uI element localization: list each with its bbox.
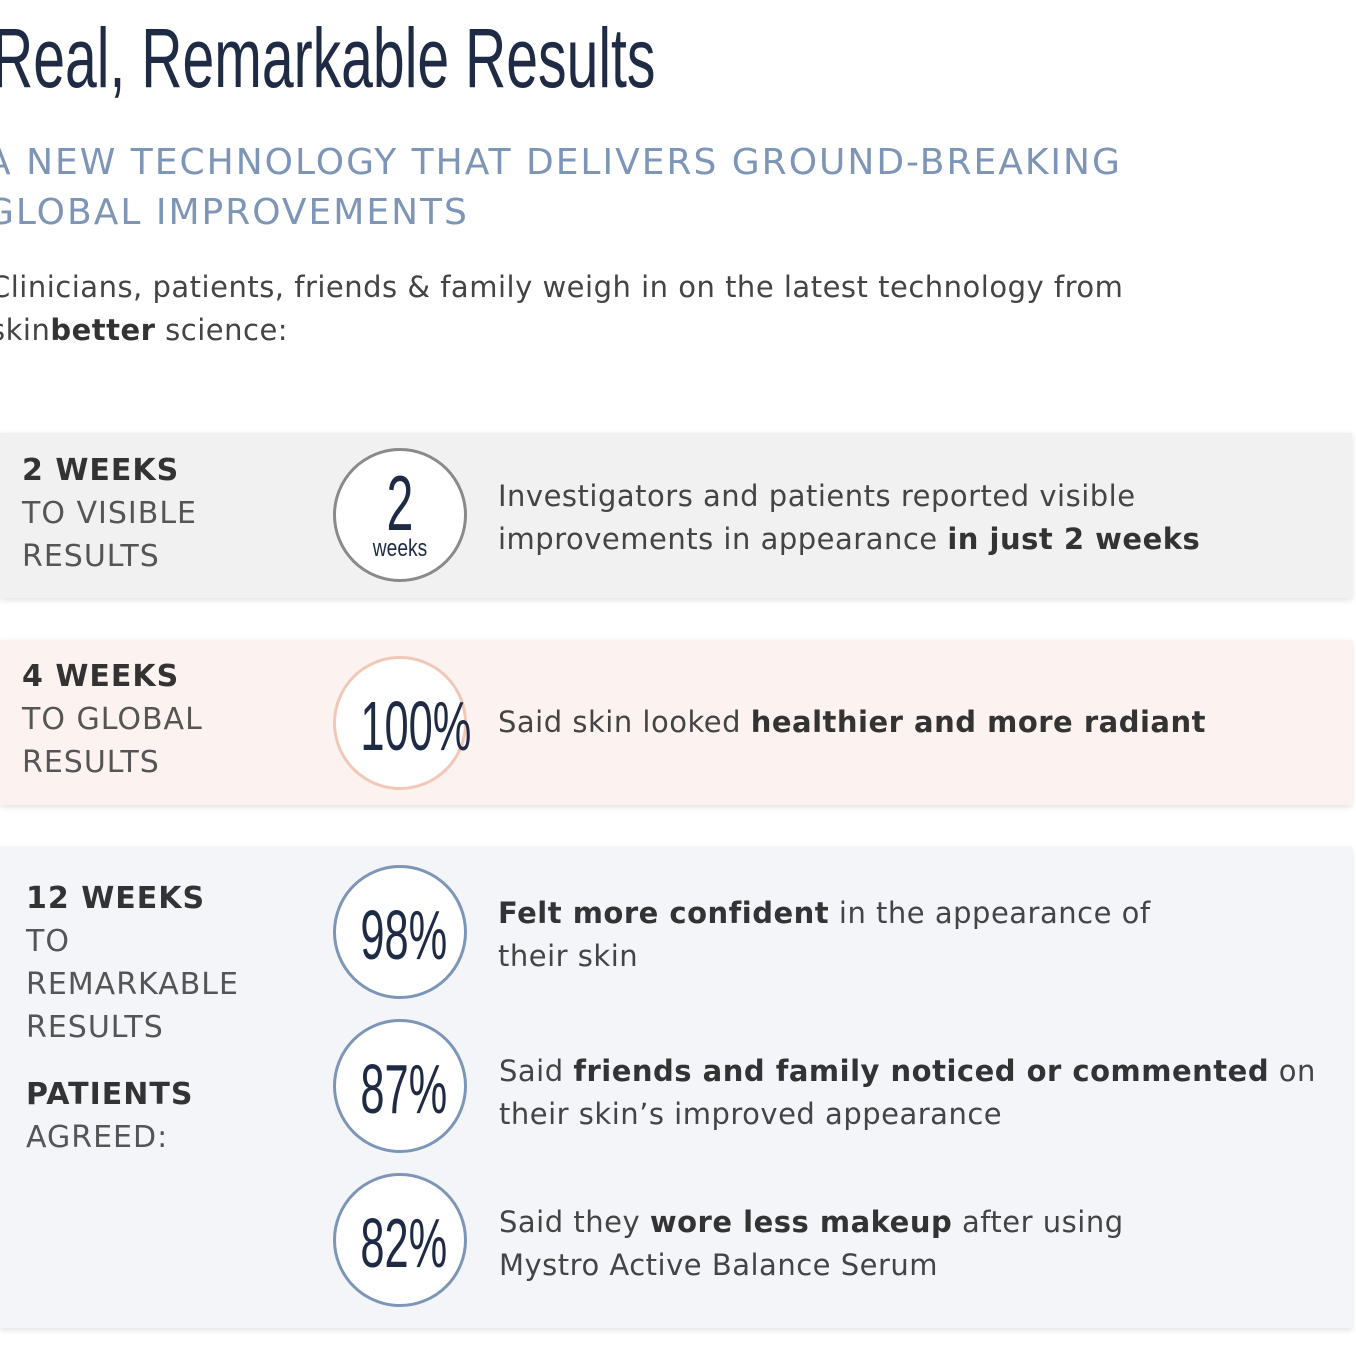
row-text: Said skin looked healthier and more radi… bbox=[498, 701, 1338, 744]
text: Said bbox=[499, 1054, 574, 1088]
intro-text: Clinicians, patients, friends & family w… bbox=[0, 270, 1124, 304]
badge-number: 98% bbox=[360, 896, 448, 974]
row-text: Said friends and family noticed or comme… bbox=[499, 1050, 1319, 1136]
badge-number: 82% bbox=[360, 1204, 448, 1282]
badge-unit: weeks bbox=[372, 535, 428, 562]
label-line: AGREED: bbox=[26, 1120, 169, 1155]
row-box bbox=[0, 640, 1352, 805]
label-line: 4 WEEKS bbox=[22, 659, 180, 694]
text: Said skin looked bbox=[498, 705, 751, 739]
row-label: PATIENTS AGREED: bbox=[26, 1073, 193, 1159]
label-line: RESULTS bbox=[26, 1010, 164, 1045]
label-line: TO bbox=[26, 924, 70, 959]
label-line: TO GLOBAL bbox=[22, 702, 203, 737]
label-line: 12 WEEKS bbox=[26, 881, 206, 916]
badge-number: 100% bbox=[360, 687, 472, 765]
row-label: 2 WEEKS TO VISIBLE RESULTS bbox=[22, 449, 197, 578]
subtitle: GLOBAL IMPROVEMENTS bbox=[0, 192, 469, 233]
label-line: TO VISIBLE bbox=[22, 496, 197, 531]
text: on their skin’s improved appearance bbox=[499, 1054, 1316, 1131]
row-box bbox=[0, 433, 1352, 598]
intro-text: science: bbox=[155, 313, 289, 347]
badge: 2 weeks bbox=[333, 448, 467, 582]
label-line: REMARKABLE bbox=[26, 967, 239, 1002]
text-bold: healthier and more radiant bbox=[750, 705, 1206, 739]
intro-text: skin bbox=[0, 313, 51, 347]
text-bold: in just 2 weeks bbox=[947, 522, 1201, 556]
badge: 87% bbox=[333, 1019, 467, 1153]
row-box bbox=[0, 847, 1352, 1328]
row-text: Investigators and patients reported visi… bbox=[498, 475, 1258, 561]
text-bold: friends and family noticed or commented bbox=[573, 1054, 1270, 1088]
row-label: 4 WEEKS TO GLOBAL RESULTS bbox=[22, 655, 203, 784]
intro: Clinicians, patients, friends & family w… bbox=[0, 266, 1123, 352]
label-line: PATIENTS bbox=[26, 1077, 194, 1112]
badge: 100% bbox=[333, 656, 472, 790]
badge-number: 2 bbox=[386, 459, 414, 547]
row-text: Said they wore less makeup after using M… bbox=[499, 1201, 1199, 1287]
subtitle: A NEW TECHNOLOGY THAT DELIVERS GROUND-BR… bbox=[0, 142, 1122, 183]
text-bold: wore less makeup bbox=[649, 1205, 953, 1239]
label-line: RESULTS bbox=[22, 745, 160, 780]
text: after using Mystro Active Balance Serum bbox=[499, 1205, 1124, 1282]
badge: 98% bbox=[333, 865, 467, 999]
text: Investigators and patients reported visi… bbox=[498, 479, 1136, 556]
badge-number: 87% bbox=[360, 1050, 448, 1128]
text-bold: Felt more confident bbox=[498, 896, 830, 930]
intro-bold: better bbox=[50, 313, 156, 347]
badge: 82% bbox=[333, 1173, 467, 1307]
row-label: 12 WEEKS TO REMARKABLE RESULTS bbox=[26, 877, 239, 1049]
text: Said they bbox=[499, 1205, 650, 1239]
text: in the appearance of their skin bbox=[498, 896, 1151, 973]
row-text: Felt more confident in the appearance of… bbox=[498, 892, 1158, 978]
label-line: 2 WEEKS bbox=[22, 453, 180, 488]
label-line: RESULTS bbox=[22, 539, 160, 574]
title: Real, Remarkable Results bbox=[0, 11, 656, 105]
